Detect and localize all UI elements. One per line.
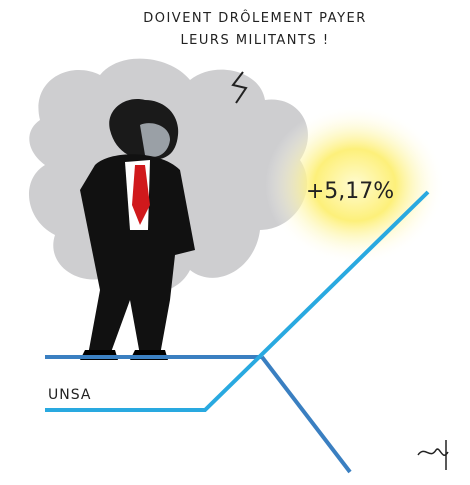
growth-label: +5,17% <box>306 179 394 204</box>
speech-line: LEURS MILITANTS ! <box>180 33 329 48</box>
cartoon: DOIVENT DRÔLEMENT PAYER LEURS MILITANTS … <box>0 0 470 485</box>
union-label: UNSA <box>48 387 91 403</box>
speech-line: DOIVENT DRÔLEMENT PAYER <box>143 10 367 26</box>
